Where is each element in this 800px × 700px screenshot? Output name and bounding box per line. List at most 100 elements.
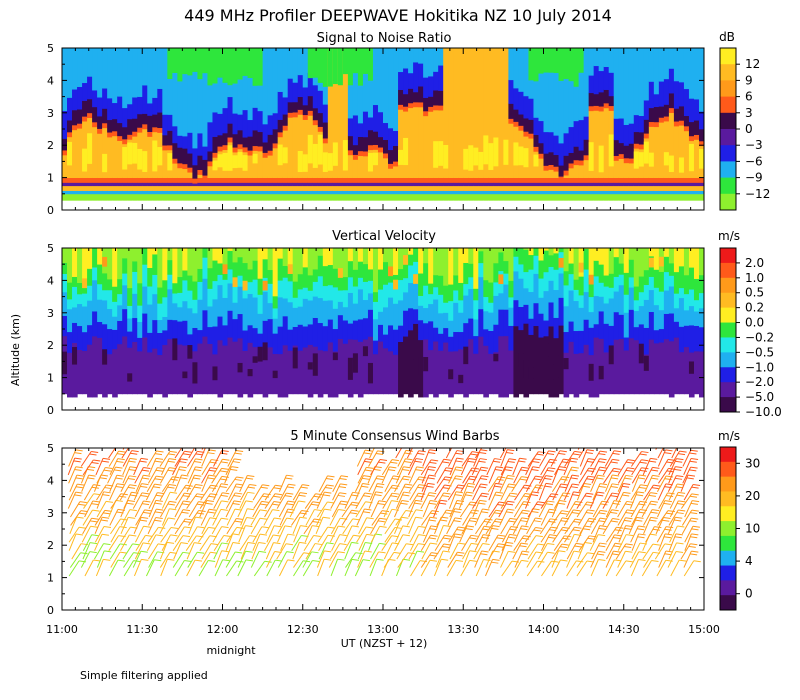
snr-cell xyxy=(192,178,199,184)
snr-cell xyxy=(653,93,660,108)
vv-cell xyxy=(252,279,259,298)
snr-cell xyxy=(688,98,695,123)
wind-barb xyxy=(120,475,137,492)
snr-cell xyxy=(463,182,469,187)
vv-cell xyxy=(112,248,118,287)
snr-cell xyxy=(362,193,369,201)
vv-cell xyxy=(362,339,369,395)
snr-cell xyxy=(312,185,319,191)
vv-cell xyxy=(653,329,660,344)
snr-cell xyxy=(277,193,284,201)
snr-cell xyxy=(643,133,650,139)
snr-cell xyxy=(252,200,259,210)
wind-barb xyxy=(499,508,515,526)
wind-barb xyxy=(434,458,451,476)
vv-cell xyxy=(458,331,464,350)
vv-cell xyxy=(423,285,429,309)
snr-cell xyxy=(573,164,580,178)
vv-cell xyxy=(92,336,98,398)
snr-cell xyxy=(122,193,128,201)
snr-cell xyxy=(282,114,289,126)
wind-barb xyxy=(525,535,543,551)
snr-cell xyxy=(122,147,128,170)
snr-cell xyxy=(342,177,349,183)
colorbar-segment xyxy=(720,521,736,537)
wind-barb xyxy=(397,552,416,568)
wind-barb xyxy=(631,467,649,484)
wind-barb xyxy=(513,525,529,543)
vv-cell xyxy=(282,344,289,398)
snr-cell xyxy=(87,133,93,164)
vv-cell xyxy=(97,264,103,285)
snr-cell xyxy=(162,114,168,136)
wind-barb xyxy=(538,482,553,501)
snr-cell xyxy=(332,48,339,178)
wind-barb xyxy=(355,483,370,501)
wind-barb xyxy=(172,466,187,484)
snr-cell xyxy=(117,182,123,187)
wind-barb xyxy=(224,466,239,484)
x-axis-label: UT (NZST + 12) xyxy=(341,637,428,650)
snr-cell xyxy=(698,200,704,210)
snr-cell xyxy=(603,66,610,90)
wind-barb xyxy=(629,491,645,509)
wind-barb xyxy=(70,501,87,518)
snr-cell xyxy=(197,182,204,187)
vv-cell xyxy=(483,310,489,330)
wind-barb xyxy=(357,458,373,476)
wind-barb xyxy=(213,483,229,501)
wind-barb xyxy=(108,450,126,467)
snr-cell xyxy=(473,185,479,191)
snr-cell xyxy=(433,185,439,191)
vv-cell xyxy=(693,278,700,301)
wind-barb xyxy=(266,559,283,577)
snr-cell xyxy=(593,110,600,178)
wind-barb xyxy=(135,534,153,551)
vv-cell xyxy=(513,256,520,272)
vv-cell xyxy=(72,307,78,323)
snr-cell xyxy=(443,182,449,187)
vv-cell xyxy=(237,256,244,276)
snr-cell xyxy=(217,146,224,152)
snr-cell xyxy=(332,185,339,191)
snr-cell xyxy=(523,48,530,97)
wind-barb xyxy=(537,543,555,560)
snr-cell xyxy=(117,190,123,195)
wind-barb xyxy=(201,474,216,492)
vv-heatmap xyxy=(62,248,704,398)
x-tick-labels: 11:00 11:30 12:00 12:30 13:00 13:30 14:00 14:30… xyxy=(46,623,720,636)
vv-cell xyxy=(573,353,580,398)
snr-cell xyxy=(423,193,429,201)
vv-panel-title: Vertical Velocity xyxy=(332,229,436,244)
snr-cell xyxy=(77,185,83,191)
wind-barb xyxy=(395,558,411,577)
snr-cell xyxy=(648,152,655,167)
x-tick-label: 12:30 xyxy=(287,623,319,636)
snr-cell xyxy=(618,185,625,191)
snr-cell xyxy=(518,185,525,191)
wind-barb xyxy=(409,525,426,543)
vv-cell xyxy=(448,320,454,337)
vv-cell xyxy=(262,248,269,260)
wind-barb xyxy=(369,551,386,568)
wind-barb xyxy=(265,517,282,535)
snr-cell xyxy=(568,126,575,153)
snr-cell xyxy=(192,182,199,187)
snr-cell xyxy=(357,136,364,152)
vv-cell xyxy=(167,288,173,320)
snr-cell xyxy=(302,185,309,191)
vv-cell xyxy=(147,352,153,398)
vv-cell xyxy=(252,260,259,280)
vv-cell xyxy=(277,280,284,298)
snr-cell xyxy=(222,132,229,146)
vv-cell xyxy=(503,309,509,337)
snr-cell xyxy=(332,200,339,210)
snr-cell xyxy=(202,200,209,210)
wind-barb xyxy=(370,459,388,476)
vv-cell xyxy=(332,328,339,352)
snr-cell xyxy=(688,177,695,183)
vv-cell xyxy=(197,281,204,300)
vv-cell xyxy=(688,325,695,353)
wind-barb xyxy=(213,492,230,509)
snr-cell xyxy=(508,182,515,187)
